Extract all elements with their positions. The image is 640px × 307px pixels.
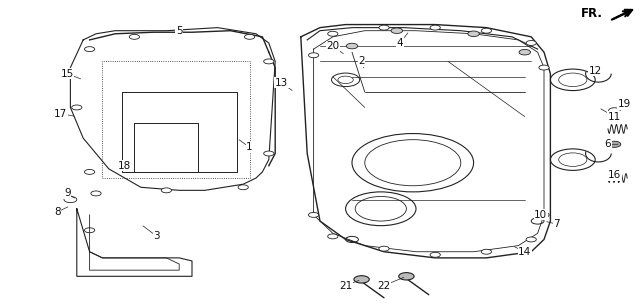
Circle shape (84, 47, 95, 52)
Text: 20: 20 (326, 41, 339, 51)
Text: 18: 18 (118, 161, 131, 171)
Circle shape (539, 65, 549, 70)
Circle shape (354, 276, 369, 283)
Circle shape (84, 169, 95, 174)
Circle shape (346, 43, 358, 49)
Circle shape (468, 31, 479, 37)
Circle shape (379, 25, 389, 30)
Text: 8: 8 (54, 207, 61, 217)
Circle shape (608, 172, 621, 178)
Text: 11: 11 (608, 112, 621, 122)
Circle shape (526, 237, 536, 242)
Circle shape (430, 252, 440, 257)
Circle shape (608, 141, 621, 147)
Circle shape (238, 185, 248, 190)
Circle shape (328, 234, 338, 239)
Circle shape (519, 49, 531, 55)
Circle shape (379, 246, 389, 251)
Circle shape (430, 25, 440, 30)
Text: 1: 1 (246, 142, 253, 152)
Circle shape (526, 41, 536, 45)
Circle shape (72, 105, 82, 110)
Circle shape (264, 151, 274, 156)
Text: 12: 12 (589, 66, 602, 76)
Text: 21: 21 (339, 281, 352, 290)
Text: 15: 15 (61, 69, 74, 79)
Circle shape (264, 59, 274, 64)
Text: 2: 2 (358, 56, 365, 66)
Text: 19: 19 (618, 99, 630, 109)
Text: 7: 7 (554, 219, 560, 229)
Text: 6: 6 (605, 139, 611, 149)
Text: 22: 22 (378, 281, 390, 290)
Circle shape (244, 34, 255, 39)
Text: 9: 9 (64, 188, 70, 198)
Circle shape (391, 28, 403, 33)
Circle shape (129, 34, 140, 39)
Circle shape (539, 212, 549, 217)
Text: 16: 16 (608, 170, 621, 180)
Text: 14: 14 (518, 247, 531, 257)
Text: 17: 17 (54, 109, 67, 119)
Text: FR.: FR. (581, 7, 603, 20)
Text: 13: 13 (275, 78, 288, 88)
Circle shape (481, 249, 492, 254)
Text: 5: 5 (176, 26, 182, 36)
Circle shape (91, 191, 101, 196)
Text: 4: 4 (397, 38, 403, 48)
Circle shape (328, 31, 338, 36)
Circle shape (399, 273, 414, 280)
Circle shape (308, 53, 319, 58)
Text: 10: 10 (534, 210, 547, 220)
Circle shape (308, 212, 319, 217)
Circle shape (481, 28, 492, 33)
Text: 3: 3 (154, 231, 160, 241)
Circle shape (161, 188, 172, 193)
